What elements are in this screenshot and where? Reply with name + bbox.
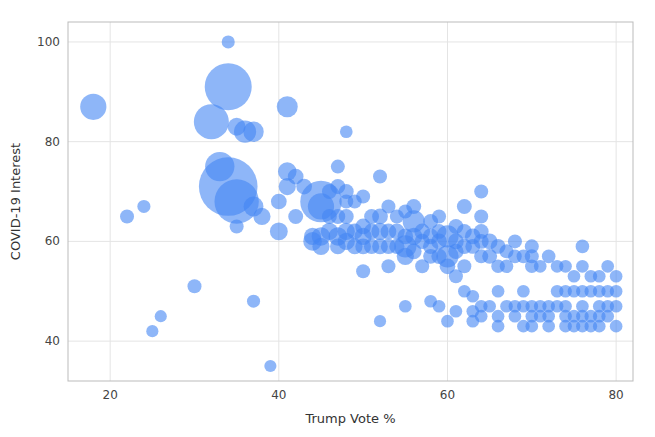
bubble xyxy=(247,295,260,308)
grid-line-x xyxy=(110,22,111,381)
bubble xyxy=(610,300,623,313)
bubble xyxy=(331,160,345,174)
bubble xyxy=(374,315,386,327)
bubble xyxy=(610,320,623,333)
bubble xyxy=(601,260,614,273)
bubble xyxy=(525,320,538,333)
tick-label-y: 80 xyxy=(45,135,60,149)
bubble xyxy=(509,310,522,323)
bubble xyxy=(222,35,235,48)
bubble xyxy=(277,96,298,117)
bubble xyxy=(466,290,479,303)
bubble xyxy=(270,222,288,240)
bubble xyxy=(146,325,158,337)
bubble xyxy=(399,300,412,313)
tick-label-x: 80 xyxy=(608,388,623,402)
tick-label-y: 60 xyxy=(45,234,60,248)
bubble xyxy=(373,170,387,184)
bubble xyxy=(576,260,589,273)
bubble xyxy=(253,208,270,225)
bubble xyxy=(593,270,606,283)
bubble xyxy=(205,63,252,110)
y-axis-label: COVID-19 Interest xyxy=(8,143,23,260)
bubble xyxy=(120,209,134,223)
points xyxy=(80,35,622,372)
bubble xyxy=(432,209,446,223)
bubble xyxy=(610,270,623,283)
bubble xyxy=(610,285,623,298)
bubble xyxy=(508,234,522,248)
bubble xyxy=(483,300,496,313)
bubble xyxy=(474,185,488,199)
bubble xyxy=(492,285,505,298)
bubble xyxy=(559,260,572,273)
bubble xyxy=(80,94,106,120)
bubble xyxy=(243,121,263,141)
bubble xyxy=(433,300,446,313)
bubble xyxy=(187,279,201,293)
grid-line-y xyxy=(68,41,633,42)
tick-label-x: 40 xyxy=(271,388,286,402)
bubble xyxy=(356,190,370,204)
bubble xyxy=(339,209,354,224)
bubble xyxy=(441,315,454,328)
bubble xyxy=(601,310,614,323)
tick-label-y: 40 xyxy=(45,334,60,348)
bubble xyxy=(576,240,590,254)
bubble xyxy=(534,260,547,273)
bubble xyxy=(542,320,555,333)
bubble xyxy=(340,125,353,138)
bubble xyxy=(155,310,167,322)
bubble xyxy=(457,199,472,214)
bubble xyxy=(137,200,150,213)
bubble xyxy=(194,104,229,139)
bubble xyxy=(517,285,530,298)
bubble xyxy=(474,209,488,223)
bubble xyxy=(450,305,463,318)
bubble xyxy=(568,270,581,283)
plot-frame xyxy=(68,22,633,381)
bubble xyxy=(475,310,488,323)
grid xyxy=(68,22,633,381)
chart: 20 40 60 80 40 60 80 100 Trump Vote % COVID-19 In… xyxy=(0,0,655,437)
tick-label-x: 20 xyxy=(103,388,118,402)
bubble xyxy=(288,209,303,224)
bubble xyxy=(381,259,395,273)
bubble xyxy=(356,264,370,278)
tick-label-x: 60 xyxy=(440,388,455,402)
bubble xyxy=(457,259,471,273)
x-axis-label: Trump Vote % xyxy=(304,411,395,426)
ticks: 20 40 60 80 40 60 80 100 xyxy=(37,35,624,402)
bubble xyxy=(271,194,287,210)
bubble xyxy=(542,250,556,264)
tick-label-y: 100 xyxy=(37,35,60,49)
grid-line-y xyxy=(68,341,633,342)
bubble xyxy=(264,360,276,372)
bubble xyxy=(312,238,329,255)
grid-line-y xyxy=(68,141,633,142)
bubble xyxy=(230,219,244,233)
bubble xyxy=(593,320,606,333)
bubble xyxy=(492,320,505,333)
